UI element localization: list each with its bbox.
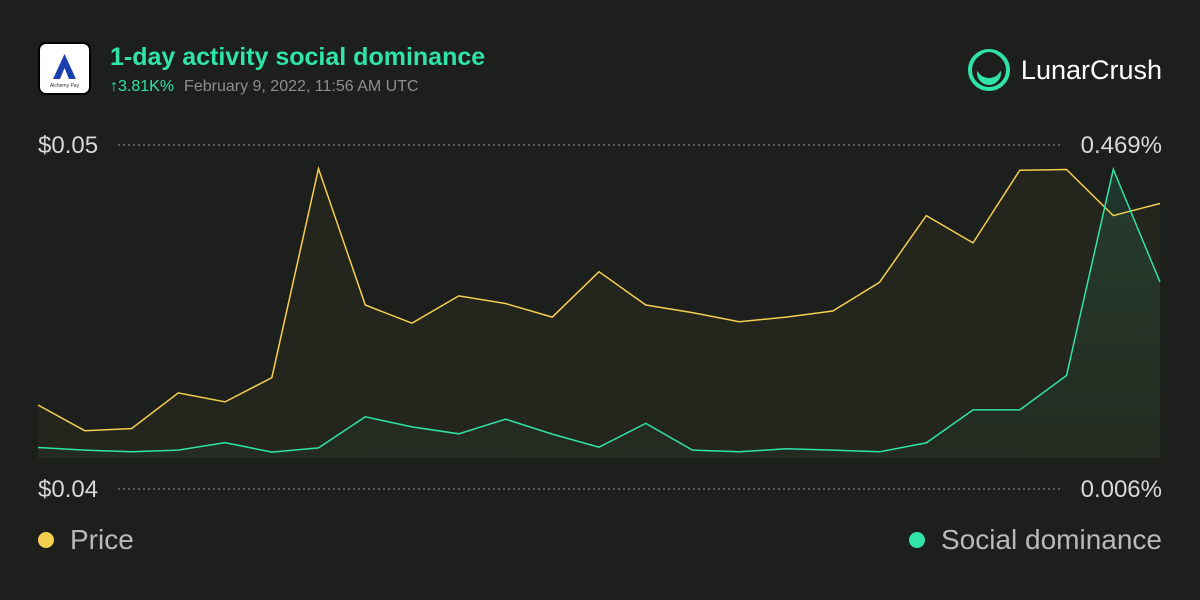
price-dot-icon: [38, 532, 54, 548]
legend-price-label: Price: [70, 524, 134, 555]
social-axis-max: 0.469%: [1081, 132, 1162, 159]
social-axis-min: 0.006%: [1081, 476, 1162, 503]
price-line: [37, 165, 1161, 432]
social-dominance-line: [37, 166, 1161, 453]
lunarcrush-icon: [967, 49, 1010, 91]
brand-name: LunarCrush: [1020, 54, 1162, 85]
change-badge: ↑3.81K%: [110, 78, 175, 95]
timestamp: February 9, 2022, 11:56 AM UTC: [184, 78, 419, 95]
legend-price: Price: [38, 524, 134, 556]
social-area: [38, 169, 1160, 458]
legend-social-label: Social dominance: [940, 524, 1162, 555]
price-axis-min: $0.04: [38, 476, 98, 503]
price-axis-max: $0.05: [38, 132, 98, 159]
legend-social: Social dominance: [908, 524, 1162, 556]
brand-logo: LunarCrush: [967, 48, 1162, 92]
subtitle-line: ↑3.81K% February 9, 2022, 11:56 AM UTC: [110, 78, 419, 96]
logo-mark-icon: [53, 54, 76, 79]
coin-logo: Alchemy Pay: [38, 42, 91, 95]
chart-title: 1-day activity social dominance: [110, 43, 486, 71]
logo-text: Alchemy Pay: [50, 83, 80, 89]
social-dot-icon: [908, 532, 925, 548]
price-area: [38, 168, 1160, 458]
